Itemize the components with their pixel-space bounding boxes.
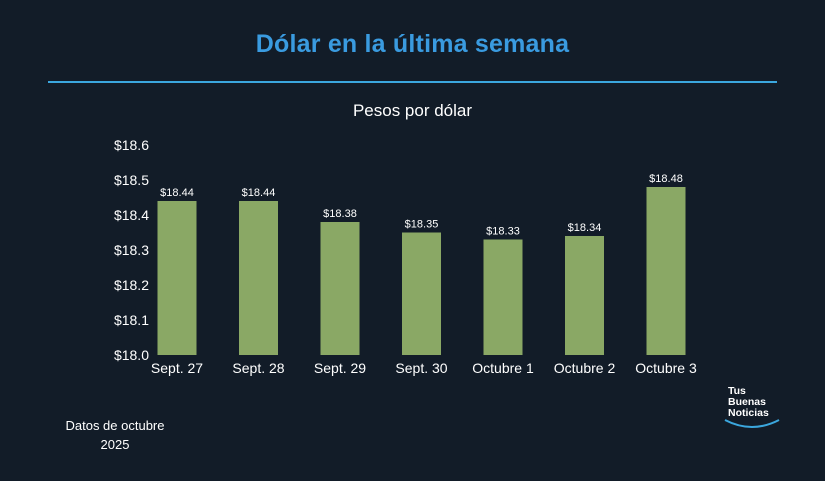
bar [320,222,360,355]
y-tick-label: $18.2 [114,277,149,293]
x-tick-label: Octubre 1 [472,360,534,376]
data-label: $18.44 [160,187,194,199]
bar [239,201,278,355]
page-title: Dólar en la última semana [255,30,570,58]
x-tick-label: Sept. 30 [395,360,447,376]
data-label: $18.48 [649,173,683,185]
data-label: $18.35 [405,219,439,231]
y-tick-label: $18.6 [114,137,149,153]
footnote-line-1: Datos de octubre [65,418,165,433]
brand-logo: Tus Buenas Noticias [722,386,782,436]
footnote: Datos de octubre 2025 [40,416,190,454]
x-tick-label: Octubre 3 [635,360,697,376]
footnote-line-2: 2025 [100,437,130,452]
y-tick-label: $18.4 [114,207,149,223]
x-tick-label: Sept. 28 [232,360,284,376]
y-tick-label: $18.1 [114,312,149,328]
bar [565,236,604,355]
logo-swoosh-icon [724,419,780,428]
title-divider [48,81,777,83]
y-tick-label: $18.0 [114,347,149,363]
data-label: $18.33 [486,226,520,238]
x-tick-label: Sept. 27 [151,360,203,376]
x-tick-label: Sept. 29 [314,360,366,376]
bar [646,187,686,355]
data-label: $18.34 [568,222,602,234]
chart-title: Pesos por dólar [352,101,473,120]
y-tick-label: $18.3 [114,242,149,258]
data-label: $18.44 [242,187,276,199]
y-tick-label: $18.5 [114,172,149,188]
x-tick-label: Octubre 2 [554,360,616,376]
bar [157,201,197,355]
logo-text: Tus Buenas Noticias [728,385,769,419]
bar [402,232,441,355]
bar [483,239,523,355]
data-label: $18.38 [323,208,357,220]
